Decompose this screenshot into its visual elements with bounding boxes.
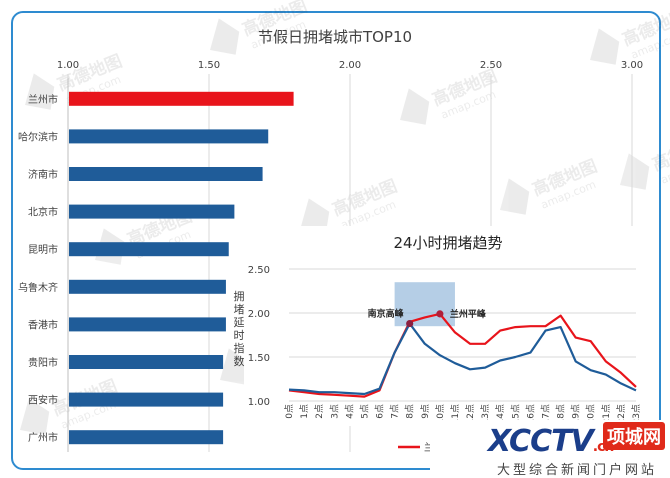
watermark-mark (620, 153, 650, 190)
annotation-point (436, 310, 444, 318)
line-x-tick-label: 17点 (540, 404, 551, 424)
bar-x-tick-label: 1.50 (198, 60, 220, 71)
line-x-tick-label: 2点 (314, 404, 325, 419)
bar-category-label: 哈尔滨市 (18, 130, 58, 143)
line-x-tick-label: 1点 (299, 404, 310, 419)
line-x-tick-label: 0点 (284, 404, 295, 419)
bar (69, 167, 263, 181)
annotation-label: 南京高峰 (368, 308, 405, 320)
bar (69, 317, 226, 332)
line-x-tick-label: 8点 (405, 404, 416, 419)
site-watermark-subtitle: 大型综合新闻门户网站 (497, 463, 658, 478)
line-x-tick-label: 13点 (480, 404, 491, 424)
watermark-text: 高德地图 (649, 130, 670, 175)
line-x-tick-label: 3点 (329, 404, 340, 419)
line-x-tick-label: 14点 (495, 404, 506, 424)
bar (69, 242, 229, 257)
line-x-tick-label: 23点 (631, 404, 642, 424)
line-x-tick-label: 11点 (450, 404, 461, 424)
series-line (288, 312, 637, 398)
annotation-point (406, 319, 414, 328)
watermark-mark (400, 88, 430, 125)
line-chart-title: 24小时拥堵趋势 (393, 234, 502, 252)
bar-category-label: 西安市 (28, 394, 58, 407)
line-y-tick-label: 2.50 (248, 265, 270, 276)
site-watermark-logo: XCCTV.cn (488, 424, 614, 459)
bar-category-label: 乌鲁木齐 (18, 281, 58, 294)
line-x-tick-label: 7点 (390, 404, 401, 419)
bar-x-tick-label: 2.00 (339, 60, 361, 71)
watermark-mark (300, 198, 330, 235)
bar-x-tick-label: 3.00 (621, 60, 643, 71)
line-x-tick-label: 22点 (616, 404, 627, 424)
line-y-axis-label: 拥堵延时指数 (234, 289, 245, 368)
bar (69, 129, 269, 144)
line-y-tick-label: 1.00 (248, 397, 270, 408)
watermark-mark (500, 178, 530, 215)
bar (69, 430, 224, 445)
series-line (288, 322, 637, 396)
line-x-tick-label: 5点 (359, 404, 370, 419)
line-y-tick-label: 2.00 (248, 309, 270, 320)
bar (69, 392, 224, 407)
bar (69, 355, 224, 369)
line-x-tick-label: 16点 (525, 404, 536, 424)
bar-category-label: 昆明市 (28, 243, 58, 256)
watermark-mark (25, 73, 55, 110)
line-x-tick-label: 21点 (601, 404, 612, 424)
bar-category-label: 贵阳市 (28, 356, 58, 369)
watermark-mark (590, 28, 620, 65)
bar (69, 204, 235, 219)
bar-chart: 节假日拥堵城市TOP10 1.00 1.50 2.00 2.50 3.00 兰州市哈尔滨市济… (18, 28, 643, 452)
line-x-tick-label: 10点 (435, 404, 446, 424)
line-x-tick-label: 12点 (465, 404, 476, 424)
bar-category-label: 香港市 (28, 318, 58, 331)
bar-x-tick-label: 1.00 (57, 60, 79, 71)
watermark-mark (20, 398, 50, 435)
line-x-tick-label: 6点 (375, 404, 386, 419)
line-x-tick-label: 4点 (344, 404, 355, 419)
bar (69, 279, 226, 294)
bar-category-label: 广州市 (28, 431, 58, 444)
line-y-tick-label: 1.50 (248, 353, 270, 364)
watermark-mark (210, 18, 240, 55)
line-x-tick-label: 19点 (571, 404, 582, 424)
line-x-tick-label: 15点 (510, 404, 521, 424)
bar (69, 91, 294, 106)
watermark-mark (220, 348, 250, 385)
bar-chart-title: 节假日拥堵城市TOP10 (258, 28, 412, 46)
bar-category-label: 兰州市 (28, 93, 58, 106)
bar-category-label: 济南市 (28, 168, 58, 181)
bar-x-tick-label: 2.50 (480, 60, 502, 71)
line-x-tick-label: 9点 (420, 404, 431, 419)
line-x-tick-label: 20点 (586, 404, 597, 424)
bar-category-label: 北京市 (28, 206, 58, 219)
line-chart: 24小时拥堵趋势 1.00 1.50 2.00 2.50 拥堵延时指数 0点 1点 2点 3点 4点… (234, 226, 654, 454)
site-watermark-badge: 项城网 (603, 422, 665, 450)
line-x-tick-label: 18点 (556, 404, 567, 424)
annotation-label: 兰州平峰 (450, 308, 487, 320)
